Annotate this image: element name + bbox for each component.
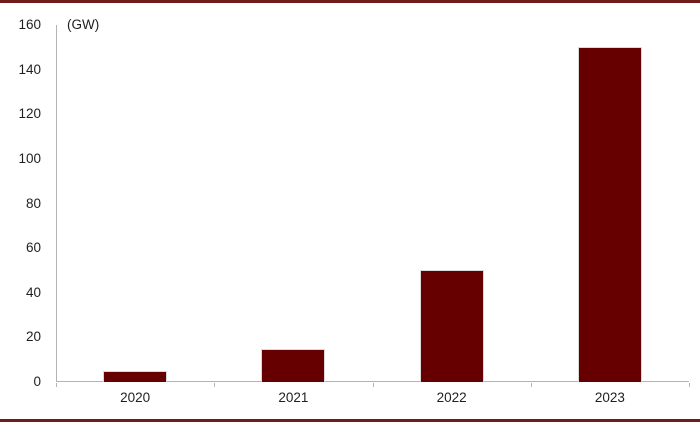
y-tick-label: 20 — [25, 329, 41, 345]
x-axis-tick — [689, 383, 690, 387]
y-tick-label: 140 — [18, 61, 41, 77]
y-axis-unit-label: (GW) — [67, 17, 100, 32]
plot-area — [56, 25, 689, 382]
x-category-label: 2020 — [120, 390, 151, 405]
y-tick-label: 120 — [18, 106, 41, 122]
bar-2023 — [577, 47, 642, 382]
bottom-border-rule — [0, 419, 700, 422]
x-category-label: 2021 — [278, 390, 309, 405]
bar-2022 — [419, 270, 484, 382]
bar-2020 — [103, 370, 168, 382]
y-tick-label: 160 — [18, 17, 41, 32]
y-tick-label: 100 — [18, 150, 41, 166]
x-category-label: 2023 — [594, 390, 625, 405]
x-axis-tick — [530, 383, 532, 387]
y-tick-label: 0 — [33, 374, 41, 389]
y-tick-label: 60 — [25, 240, 41, 256]
x-axis-tick — [372, 383, 374, 387]
y-tick-label: 80 — [25, 195, 41, 211]
x-axis-tick — [214, 383, 216, 387]
top-border-rule — [0, 0, 700, 3]
bar-2021 — [261, 348, 326, 382]
x-category-label: 2022 — [436, 390, 467, 405]
y-tick-label: 40 — [25, 284, 41, 300]
x-axis-tick — [56, 383, 57, 387]
